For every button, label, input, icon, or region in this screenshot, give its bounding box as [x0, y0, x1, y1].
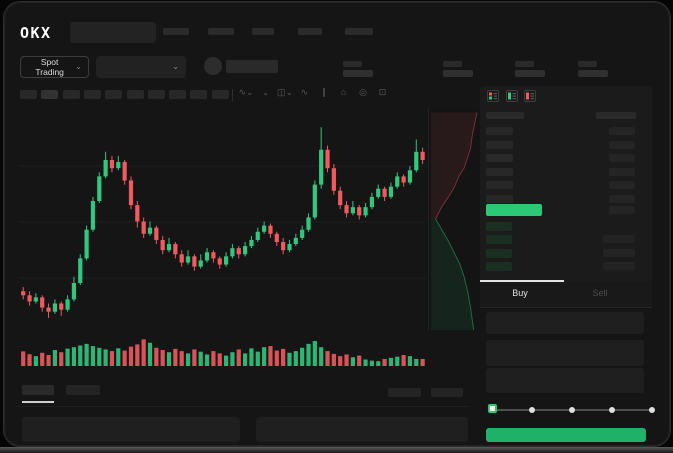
orderbook-combined-icon[interactable]	[487, 90, 499, 102]
timeframe-button-placeholder[interactable]	[41, 90, 59, 99]
market-type-dropdown[interactable]: Spot Trading ⌄	[20, 56, 89, 78]
chevron-down-icon: ⌄	[172, 62, 179, 71]
orderbook-sell-icon[interactable]	[524, 90, 536, 102]
price-input[interactable]	[486, 312, 644, 334]
bid-amount-placeholder[interactable]	[603, 262, 635, 271]
fullscreen-icon[interactable]: ⊡	[378, 87, 387, 97]
timeframe-button-placeholder[interactable]	[62, 90, 80, 99]
nav-search-input[interactable]	[70, 22, 156, 43]
bid-amount-placeholder[interactable]	[603, 235, 635, 244]
ask-price-placeholder[interactable]	[486, 181, 513, 190]
ticker-stat-value-placeholder	[343, 70, 373, 77]
last-price-badge	[486, 204, 542, 216]
ask-amount-placeholder[interactable]	[609, 181, 635, 190]
ask-price-placeholder[interactable]	[486, 195, 513, 203]
amount-input[interactable]	[486, 340, 644, 366]
tab-sell[interactable]: Sell	[592, 288, 608, 298]
nav-item-placeholder[interactable]	[345, 28, 373, 35]
ask-price-placeholder[interactable]	[486, 127, 513, 135]
nav-item-placeholder[interactable]	[163, 28, 189, 35]
settings-icon[interactable]: ◎	[359, 87, 367, 97]
okx-logo: OKX	[20, 24, 52, 42]
ask-price-placeholder[interactable]	[486, 167, 513, 176]
device-bezel	[0, 447, 673, 453]
pair-name-placeholder	[226, 60, 278, 73]
app-window: OKX Spot Trading ⌄ ⌄ ∿⌄ ⌄ ◫⌄ ∿ ∥ ⌂ ◎ ⊡	[4, 2, 670, 446]
ask-amount-placeholder[interactable]	[609, 140, 635, 149]
ask-price-placeholder[interactable]	[486, 140, 513, 149]
nav-item-placeholder[interactable]	[298, 28, 322, 35]
orderbook-amount-placeholder	[609, 206, 635, 214]
camera-icon[interactable]: ⌂	[340, 87, 347, 97]
ticker-stat-label-placeholder	[578, 61, 597, 67]
orders-table-placeholder	[22, 417, 240, 442]
bid-price-placeholder[interactable]	[486, 235, 512, 245]
timeframe-button-placeholder[interactable]	[169, 90, 187, 99]
ask-amount-placeholder[interactable]	[609, 195, 635, 203]
orderbook-header-amount	[596, 112, 636, 119]
chevron-down-icon: ⌄	[75, 62, 82, 71]
nav-item-placeholder[interactable]	[252, 28, 274, 35]
ticker-stat-label-placeholder	[343, 61, 362, 67]
bottom-divider	[18, 406, 470, 407]
ticker-stat-value-placeholder	[515, 70, 545, 77]
timeframe-button-placeholder[interactable]	[147, 90, 165, 99]
bottom-action-1[interactable]	[388, 388, 421, 397]
toolbar-divider	[232, 89, 233, 101]
line-chart-icon[interactable]: ∿	[300, 87, 309, 97]
buy-submit-button[interactable]	[486, 428, 646, 442]
orders-table-placeholder	[256, 417, 468, 442]
timeframe-button-placeholder[interactable]	[126, 90, 144, 99]
active-tab-underline	[480, 280, 564, 282]
trade-tabbar	[480, 282, 652, 308]
market-type-label: Spot Trading	[35, 57, 64, 77]
volume-chart	[20, 336, 426, 366]
ask-amount-placeholder[interactable]	[609, 167, 635, 176]
ticker-stat-value-placeholder	[443, 70, 473, 77]
slider-handle[interactable]	[488, 404, 497, 413]
ticker-stat-label-placeholder	[515, 61, 534, 67]
overlay-dropdown-icon[interactable]: ⌄	[261, 87, 270, 97]
orderbook-header-price	[486, 112, 524, 119]
timeframe-button-placeholder[interactable]	[105, 90, 123, 99]
timeframe-button-placeholder[interactable]	[20, 90, 37, 99]
timeframe-button-placeholder[interactable]	[190, 90, 208, 99]
bottom-tab-orders[interactable]	[22, 385, 54, 395]
bottom-tab-history[interactable]	[66, 385, 100, 395]
ticker-stat-value-placeholder	[578, 70, 608, 77]
chart-style-dropdown-icon[interactable]: ◫⌄	[277, 87, 294, 97]
indicators-dropdown-icon[interactable]: ∿⌄	[238, 87, 254, 97]
slider-stop[interactable]	[529, 407, 535, 413]
coin-avatar	[204, 57, 222, 75]
nav-item-placeholder[interactable]	[208, 28, 234, 35]
ask-price-placeholder[interactable]	[486, 154, 513, 163]
ask-amount-placeholder[interactable]	[609, 127, 635, 135]
total-input[interactable]	[486, 368, 644, 393]
depth-chart[interactable]	[428, 108, 479, 330]
slider-stop[interactable]	[569, 407, 575, 413]
timeframe-button-placeholder[interactable]	[211, 90, 229, 99]
timeframe-button-placeholder[interactable]	[83, 90, 101, 99]
compare-icon[interactable]: ∥	[321, 87, 327, 97]
bid-price-placeholder[interactable]	[486, 222, 512, 231]
pair-select-dropdown[interactable]: ⌄	[96, 56, 186, 78]
slider-stop[interactable]	[649, 407, 655, 413]
candlestick-chart[interactable]	[20, 110, 426, 334]
tab-buy[interactable]: Buy	[512, 288, 528, 298]
ticker-stat-label-placeholder	[443, 61, 462, 67]
orderbook-buy-icon[interactable]	[505, 90, 518, 102]
bottom-active-tab-underline	[22, 401, 54, 403]
bid-amount-placeholder[interactable]	[603, 248, 635, 257]
slider-stop[interactable]	[609, 407, 615, 413]
bid-price-placeholder[interactable]	[486, 262, 512, 272]
bid-price-placeholder[interactable]	[486, 248, 512, 258]
ask-amount-placeholder[interactable]	[609, 154, 635, 163]
bottom-action-2[interactable]	[431, 388, 463, 397]
